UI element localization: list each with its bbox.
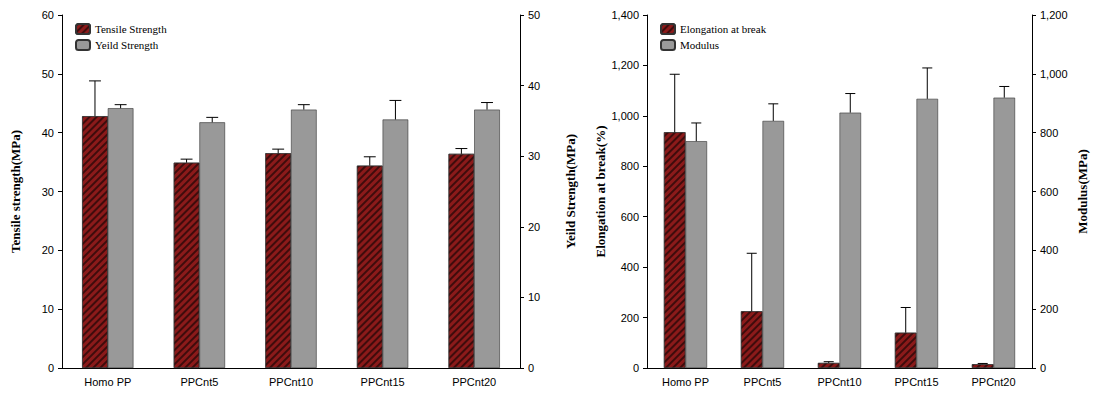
svg-text:0: 0 [48,362,54,374]
svg-text:Tensile strength(MPa): Tensile strength(MPa) [8,130,23,253]
svg-text:600: 600 [1040,186,1058,198]
svg-text:1,200: 1,200 [611,59,639,71]
svg-text:400: 400 [1040,244,1058,256]
svg-text:PPCnt5: PPCnt5 [744,376,782,388]
svg-text:50: 50 [42,68,54,80]
svg-text:PPCnt10: PPCnt10 [817,376,861,388]
svg-text:Yeild Strength: Yeild Strength [95,39,159,51]
svg-text:1,200: 1,200 [1040,9,1068,21]
svg-text:PPCnt5: PPCnt5 [180,376,218,388]
svg-text:30: 30 [528,150,540,162]
svg-text:PPCnt15: PPCnt15 [894,376,938,388]
svg-text:60: 60 [42,9,54,21]
svg-text:400: 400 [621,261,639,273]
svg-text:PPCnt20: PPCnt20 [452,376,496,388]
svg-text:Elongation at break(%): Elongation at break(%) [593,126,608,258]
svg-text:1,400: 1,400 [611,9,639,21]
svg-text:0: 0 [633,362,639,374]
svg-text:Homo PP: Homo PP [662,376,709,388]
svg-text:Tensile Strength: Tensile Strength [95,23,167,35]
svg-text:40: 40 [528,80,540,92]
svg-text:1,000: 1,000 [1040,68,1068,80]
svg-text:PPCnt15: PPCnt15 [361,376,405,388]
svg-text:40: 40 [42,127,54,139]
svg-text:Yeild Strength(MPa): Yeild Strength(MPa) [563,134,578,249]
svg-text:0: 0 [528,362,534,374]
svg-text:10: 10 [42,303,54,315]
svg-text:20: 20 [42,244,54,256]
svg-text:50: 50 [528,9,540,21]
svg-text:10: 10 [528,291,540,303]
svg-text:600: 600 [621,211,639,223]
svg-text:Modulus(MPa): Modulus(MPa) [1075,149,1090,234]
svg-text:800: 800 [1040,127,1058,139]
svg-text:Modulus: Modulus [680,39,719,51]
svg-text:200: 200 [621,312,639,324]
svg-text:0: 0 [1040,362,1046,374]
svg-text:Homo PP: Homo PP [84,376,131,388]
svg-text:30: 30 [42,186,54,198]
svg-text:PPCnt10: PPCnt10 [269,376,313,388]
svg-text:1,000: 1,000 [611,110,639,122]
svg-text:PPCnt20: PPCnt20 [971,376,1015,388]
svg-text:200: 200 [1040,303,1058,315]
svg-text:Elongation at break: Elongation at break [680,23,767,35]
svg-text:20: 20 [528,221,540,233]
svg-text:800: 800 [621,160,639,172]
